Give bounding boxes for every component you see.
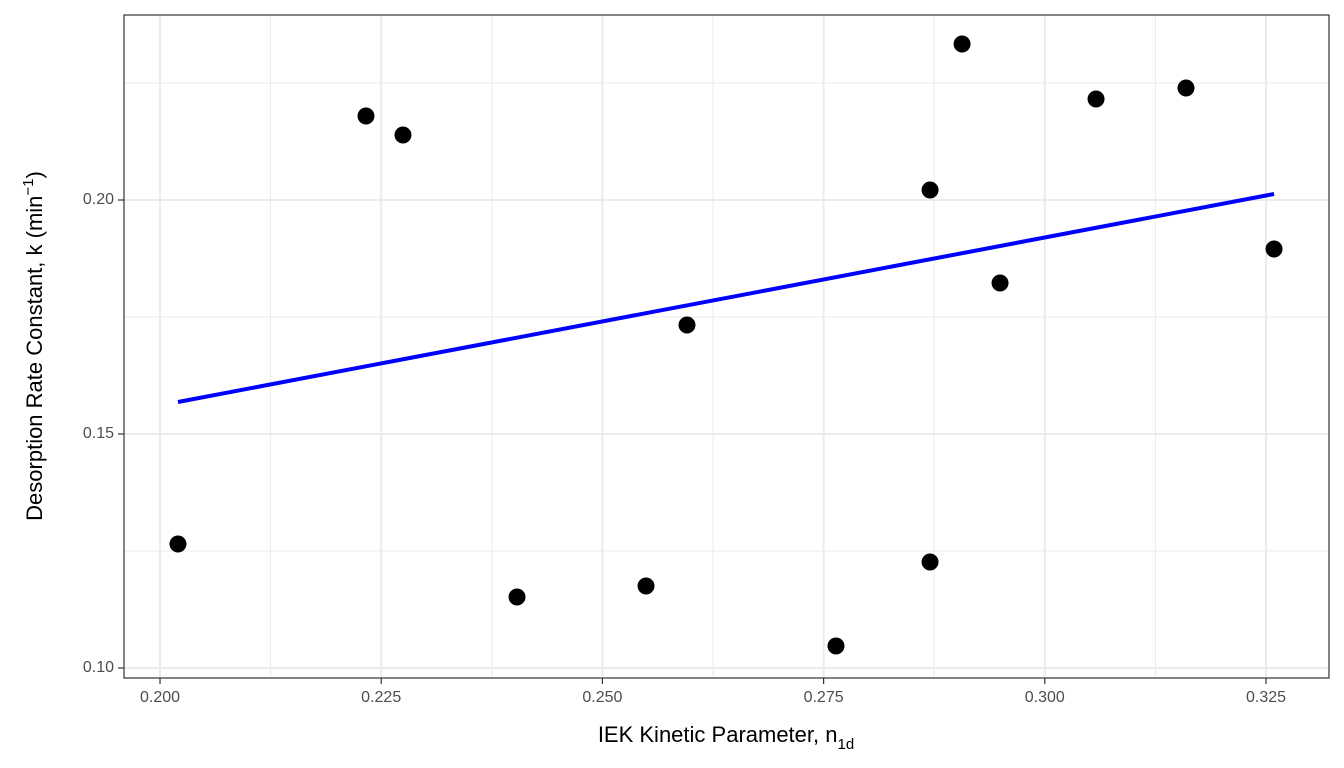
point <box>678 316 696 334</box>
x-tick-label: 0.250 <box>582 689 622 706</box>
point <box>357 107 375 125</box>
axis-title-part: −1 <box>20 178 37 195</box>
point <box>827 637 845 655</box>
grid <box>124 15 1329 678</box>
y-axis-title: Desorption Rate Constant, k (min−1) <box>20 171 47 521</box>
point <box>637 577 655 595</box>
point <box>1087 90 1105 108</box>
y-tick-label: 0.15 <box>83 425 114 442</box>
point <box>169 535 187 553</box>
point <box>508 588 526 606</box>
axis-title-part: 1d <box>837 736 854 753</box>
y-tick-label: 0.10 <box>83 659 114 676</box>
point <box>394 126 412 144</box>
x-tick-label: 0.275 <box>804 689 844 706</box>
axis-title-part: Desorption Rate Constant, k (min <box>22 196 47 521</box>
x-tick-label: 0.225 <box>361 689 401 706</box>
marks <box>169 35 1283 655</box>
y-tick-label: 0.20 <box>83 191 114 208</box>
axis-title-part: IEK Kinetic Parameter, n <box>598 722 838 747</box>
point <box>991 274 1009 292</box>
axes: 0.200 0.225 0.250 0.275 0.300 0.325 0.10 0.15 0.… <box>83 191 1286 706</box>
axis-title-part: ) <box>22 171 47 178</box>
x-axis-title: IEK Kinetic Parameter, n1d <box>598 722 854 753</box>
point <box>1177 79 1195 97</box>
x-tick-label: 0.300 <box>1025 689 1065 706</box>
x-tick-label: 0.325 <box>1246 689 1286 706</box>
point <box>953 35 971 53</box>
panel-border <box>123 14 1330 679</box>
fit-line <box>177 192 1275 404</box>
point <box>921 181 939 199</box>
point <box>921 553 939 571</box>
point <box>1265 240 1283 258</box>
x-tick-label: 0.200 <box>140 689 180 706</box>
